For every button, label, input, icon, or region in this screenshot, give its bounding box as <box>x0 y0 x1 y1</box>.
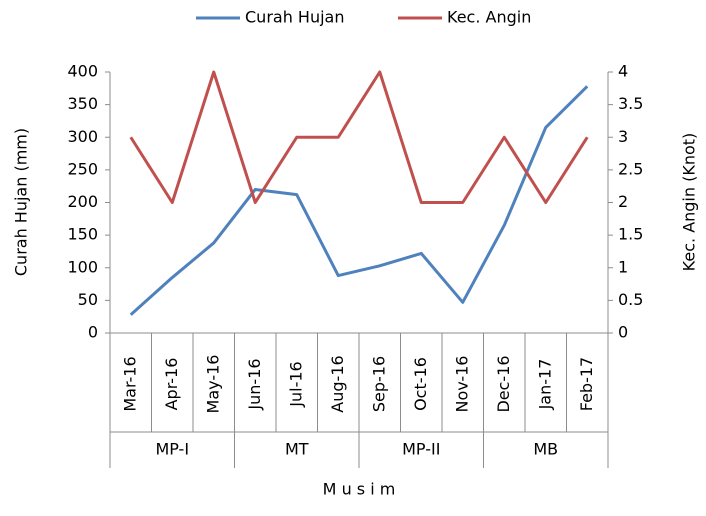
y2-tick-label: 2 <box>618 192 628 211</box>
y2-tick-label: 0.5 <box>618 290 643 309</box>
x-tick-label: Jun-16 <box>245 358 264 410</box>
x-tick-label: Jul-16 <box>286 361 305 407</box>
y2-tick-label: 0 <box>618 323 628 342</box>
x-tick-label: Jan-17 <box>535 359 554 411</box>
x-tick-label: Aug-16 <box>328 355 347 412</box>
y-tick-label: 150 <box>67 225 98 244</box>
x-tick-label: Dec-16 <box>494 355 513 412</box>
group-label: MT <box>285 440 309 459</box>
y-tick-label: 400 <box>67 62 98 81</box>
x-tick-label: Feb-17 <box>577 357 596 411</box>
x-tick-label: May-16 <box>203 355 222 414</box>
x-tick-label: Nov-16 <box>452 356 471 413</box>
x-tick-label: Oct-16 <box>411 357 430 411</box>
x-tick-label: Sep-16 <box>369 356 388 412</box>
y2-tick-label: 3 <box>618 127 628 146</box>
y2-tick-label: 3.5 <box>618 94 643 113</box>
group-label: MP-I <box>155 440 189 459</box>
y-tick-label: 100 <box>67 257 98 276</box>
group-label: MP-II <box>402 440 440 459</box>
legend-label: Curah Hujan <box>245 8 344 27</box>
x-tick-label: Mar-16 <box>120 356 139 411</box>
y-tick-label: 350 <box>67 94 98 113</box>
series-line <box>129 70 589 204</box>
y2-axis-title: Kec. Angin (Knot) <box>680 133 699 272</box>
legend-label: Kec. Angin <box>447 8 531 27</box>
y-tick-label: 250 <box>67 159 98 178</box>
x-axis-title: M u s i m <box>323 480 396 499</box>
series-line <box>129 85 589 316</box>
y-tick-label: 200 <box>67 192 98 211</box>
group-label: MB <box>533 440 558 459</box>
y2-tick-label: 1 <box>618 257 628 276</box>
y-tick-label: 300 <box>67 127 98 146</box>
y2-tick-label: 1.5 <box>618 225 643 244</box>
x-tick-label: Apr-16 <box>162 358 181 411</box>
y2-tick-label: 4 <box>618 62 628 81</box>
y-axis-title: Curah Hujan (mm) <box>12 128 31 276</box>
y-tick-label: 50 <box>78 290 98 309</box>
y2-tick-label: 2.5 <box>618 159 643 178</box>
y-tick-label: 0 <box>88 323 98 342</box>
